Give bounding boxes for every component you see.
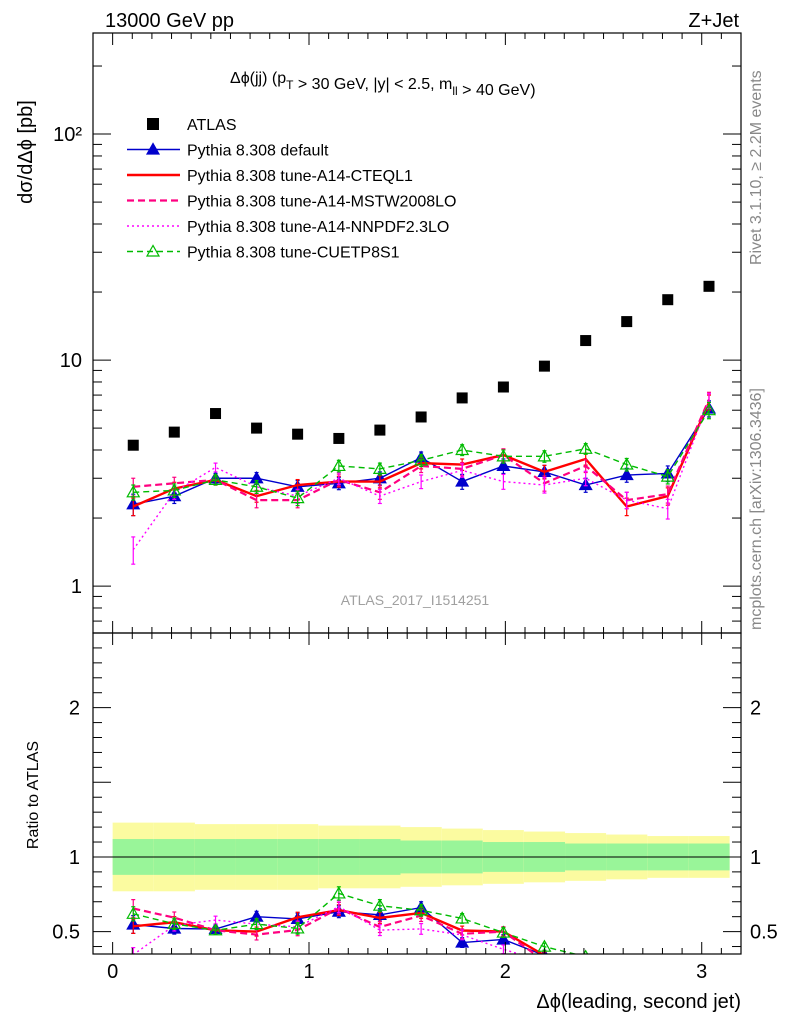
ratio-marker [249,916,264,930]
y-tick-label: 1 [71,576,82,598]
main-panel-series [126,280,717,565]
ratio-marker [662,976,674,987]
process-label: Z+Jet [688,10,739,32]
ratio-tick-label: 1 [69,847,80,869]
atlas-data-point [703,280,715,292]
series-marker [455,474,470,487]
atlas-data-point [251,422,263,434]
x-axis-label: Δϕ(leading, second jet) [536,991,741,1013]
ratio-marker [662,975,674,986]
ratio-marker [496,932,511,945]
atlas-data-point [168,426,180,438]
series-marker [537,449,552,462]
atlas-data-point [456,392,468,404]
ratio-marker [455,935,470,948]
legend: ATLAS Pythia 8.308 default Pythia 8.308 tu… [127,117,456,262]
atlas-data-point [210,408,222,420]
series-marker [619,457,634,470]
ratio-marker [583,949,589,954]
atlas-data-point [621,316,633,328]
legend-entry-a14mstw: Pythia 8.308 tune-A14-MSTW2008LO [127,194,456,211]
x-tick-label: 2 [500,961,511,983]
legend-label: Pythia 8.308 tune-A14-CTEQL1 [187,168,413,185]
series-marker [660,469,675,482]
series-marker [290,490,305,504]
atlas-data-point [662,294,674,306]
series-marker [126,485,141,498]
series-marker [414,453,429,466]
ratio-tick-label-right: 0.5 [750,922,778,944]
legend-entry-a14nnpdf: Pythia 8.308 tune-A14-NNPDF2.3LO [127,219,449,236]
analysis-id-label: ATLAS_2017_I1514251 [341,592,490,608]
series-marker [455,442,470,456]
ratio-marker [290,921,305,934]
legend-entry-a14cteql1: Pythia 8.308 tune-A14-CTEQL1 [127,168,413,185]
series-marker [496,449,511,462]
ratio-marker [621,965,633,976]
ratio-tick-label-right: 2 [750,698,761,720]
ratio-series-cuetp8s1 [126,886,674,987]
y-tick-label: 10² [53,124,82,146]
x-tick-label: 1 [303,961,314,983]
legend-marker [145,142,161,155]
ratio-tick-label: 0.5 [52,922,80,944]
ratio-y-axis-label: Ratio to ATLAS [25,741,42,849]
beam-energy-label: 13000 GeV pp [105,10,234,32]
series-line-a14mstw [133,398,711,502]
ratio-frame [92,632,742,955]
series-marker [496,458,511,472]
x-tick-label: 0 [107,961,118,983]
series-marker [167,483,182,496]
atlas-data-point [497,381,509,393]
ratio-panel-series [126,886,674,987]
ratio-line-a14nnpdf [133,905,522,954]
legend-label: ATLAS [187,117,237,134]
series-marker [619,467,634,481]
ratio-marker [496,925,511,938]
x-tick-label: 3 [696,961,707,983]
atlas-data-point [415,411,427,423]
ratio-marker [580,966,592,977]
atlas-data-point [374,424,386,436]
axes: 0 1 2 3 1 10 10² 0.5 0.5 1 1 2 2 [52,32,778,983]
rivet-version-label: Rivet 3.1.10, ≥ 2.2M events [748,70,765,265]
legend-marker-square [147,118,159,130]
series-marker [578,441,593,454]
atlas-data-point [333,432,345,444]
series-cuetp8s1 [126,401,717,507]
legend-label: Pythia 8.308 default [187,143,329,160]
series-marker [701,403,717,416]
atlas-data-point [127,439,139,451]
legend-label: Pythia 8.308 tune-A14-MSTW2008LO [187,194,456,211]
series-marker [331,458,346,472]
legend-label: Pythia 8.308 tune-CUETP8S1 [187,245,400,262]
ratio-marker [455,911,470,924]
ratio-marker [414,903,429,916]
atlas-data-point [292,428,304,440]
mcplots-label: mcplots.cern.ch [arXiv:1306.3436] [748,388,765,630]
legend-entry-data: ATLAS [147,117,237,134]
series-marker [249,479,264,492]
legend-marker [145,244,161,257]
atlas-data-point [580,335,592,347]
legend-entry-cuetp8s1: Pythia 8.308 tune-CUETP8S1 [127,244,400,262]
ratio-tick-label: 2 [69,698,80,720]
ratio-marker [331,886,346,899]
series-marker [372,461,387,474]
legend-label: Pythia 8.308 tune-A14-NNPDF2.3LO [187,219,449,236]
legend-entry-default: Pythia 8.308 default [127,142,329,160]
ratio-marker [621,969,633,980]
ratio-marker [208,923,223,936]
y-axis-label: dσ/dΔϕ [pb] [15,100,37,204]
plot-title: Δϕ(jj) (pT > 30 GeV, |y| < 2.5, mll > 40… [230,70,536,99]
y-tick-label: 10 [60,350,82,372]
atlas-data-point [538,360,550,372]
series-marker [208,472,223,485]
ratio-marker [372,898,387,911]
ratio-marker [126,906,141,919]
ratio-marker [167,916,182,929]
ratio-tick-label-right: 1 [750,847,761,869]
